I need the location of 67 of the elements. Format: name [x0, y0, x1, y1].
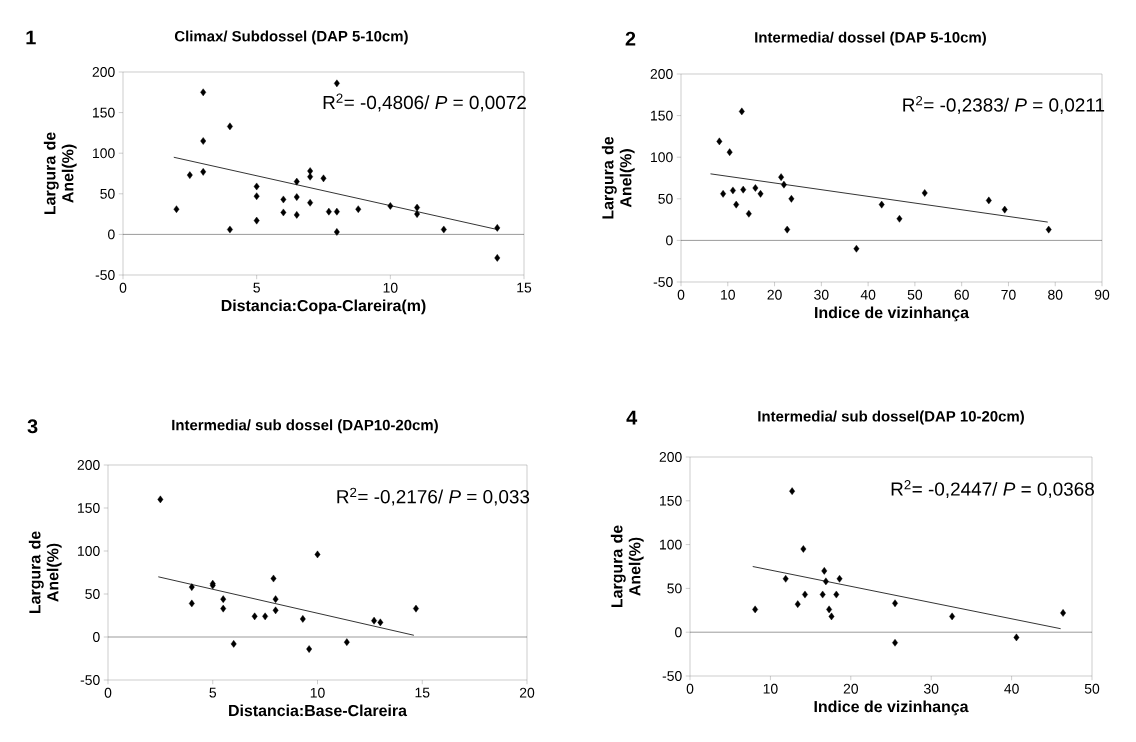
y-axis-title: Largura de Anel(%) [601, 136, 635, 219]
x-tick-label: 60 [954, 289, 969, 300]
annotation: R$^{2}$= -0,2176/ P = 0,033 [337, 487, 530, 506]
y-tick-label: 150 [651, 110, 673, 121]
y-tick-label: 200 [77, 460, 100, 470]
y-axis-title: Largura de Anel(%) [610, 525, 644, 608]
x-tick-label: 20 [843, 683, 859, 694]
y-tick-label: 0 [108, 229, 115, 240]
y-tick-label: -50 [95, 270, 115, 280]
x-tick-label: 20 [767, 289, 782, 300]
y-tick-label: -50 [662, 671, 682, 681]
chart-title: Intermedia/ dossel (DAP 5-10cm) [755, 31, 986, 46]
x-tick-label: 15 [517, 282, 532, 293]
text: 4 [626, 410, 638, 425]
chart-title: Intermedia/ sub dossel(DAP 10-20cm) [758, 410, 1024, 425]
x-tick-label: 70 [1001, 289, 1016, 300]
x-tick-label: 40 [1004, 683, 1019, 694]
text: 1 [26, 30, 36, 45]
x-tick-label: 10 [383, 282, 398, 293]
y-axis-title: Largura de Anel(%) [43, 132, 77, 215]
y-axis-title: Largura de Anel(%) [28, 531, 62, 614]
y-tick-label: 50 [658, 193, 673, 204]
y-tick-label: 0 [93, 632, 100, 642]
annotation: R$^{2}$= -0,2383/ P = 0,0211 [903, 95, 1105, 114]
y-tick-label: 0 [675, 627, 682, 638]
y-tick-label: 100 [660, 539, 682, 550]
x-axis-title: Indice de vizinhança [815, 306, 970, 322]
chart-title: Intermedia/ sub dossel (DAP10-20cm) [172, 419, 438, 434]
y-tick-label: 0 [666, 235, 673, 246]
y-tick-label: -50 [653, 277, 673, 287]
x-tick-label: 10 [310, 687, 325, 698]
chart-title: Climax/ Subdossel (DAP 5-10cm) [174, 30, 408, 45]
y-tick-label: -50 [80, 675, 100, 685]
y-tick-label: 150 [93, 107, 115, 118]
y-tick-label: 200 [92, 67, 115, 77]
y-tick-label: 50 [667, 583, 682, 594]
text: 3 [27, 419, 38, 434]
x-tick-label: 90 [1094, 289, 1110, 300]
annotation: R$^{2}$= -0,4806/ P = 0,0072 [323, 93, 526, 112]
x-tick-label: 50 [1084, 683, 1100, 694]
x-tick-label: 10 [721, 289, 735, 300]
x-tick-label: 5 [209, 687, 217, 698]
y-tick-label: 100 [78, 546, 100, 556]
x-tick-label: 80 [1048, 289, 1063, 300]
x-tick-label: 10 [763, 683, 778, 694]
y-tick-label: 50 [85, 589, 100, 599]
x-axis-title: Distancia:Base-Clareira [229, 704, 408, 717]
x-tick-label: 30 [814, 289, 829, 300]
x-tick-label: 50 [907, 289, 923, 300]
x-tick-label: 40 [860, 289, 876, 300]
y-tick-label: 50 [100, 188, 115, 199]
annotation: R$^{2}$= -0,2447/ P = 0,0368 [891, 480, 1094, 499]
y-tick-label: 100 [93, 148, 115, 159]
x-axis-title: Indice de vizinhança [814, 700, 969, 716]
y-tick-label: 200 [650, 69, 673, 79]
x-tick-label: 20 [519, 687, 535, 698]
y-tick-label: 150 [660, 495, 682, 506]
y-tick-label: 200 [659, 452, 682, 462]
text: 2 [625, 31, 636, 46]
y-tick-label: 150 [78, 503, 100, 513]
x-tick-label: 30 [923, 683, 939, 694]
x-tick-label: 5 [253, 282, 260, 293]
x-tick-label: 15 [415, 687, 430, 698]
x-tick-label: 0 [119, 282, 127, 293]
x-axis-title: Distancia:Copa-Clareira(m) [221, 299, 426, 315]
y-tick-label: 100 [651, 152, 673, 163]
x-tick-label: 0 [686, 683, 694, 694]
